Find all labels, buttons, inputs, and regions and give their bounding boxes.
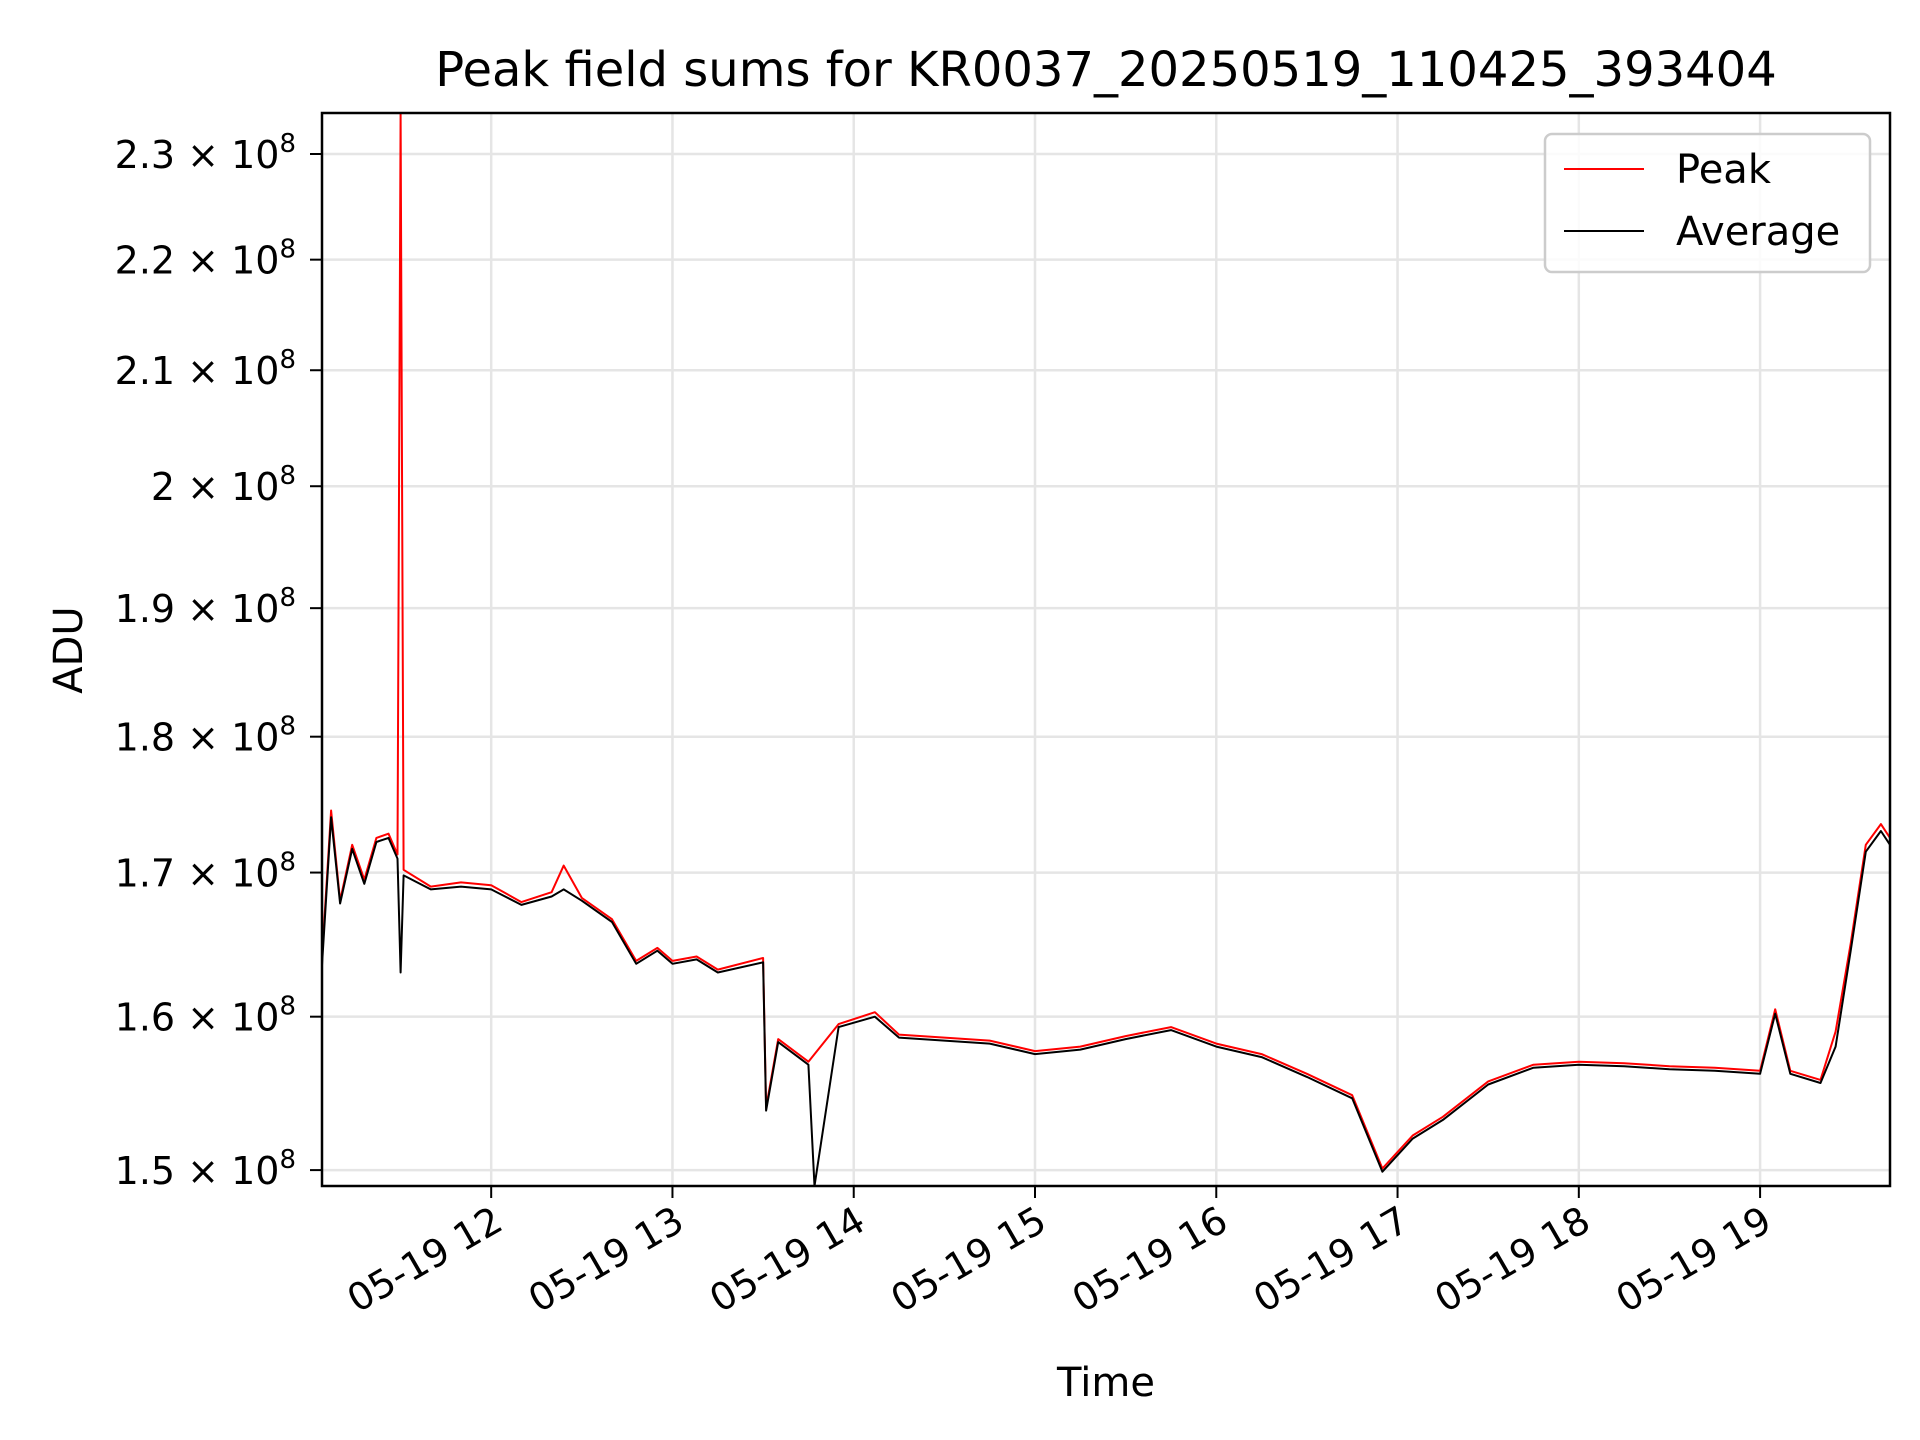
y-axis-ticks: 1.5 × 108 1.6 × 108 1.7 × 108 1.8 × 108 1.9 …: [115, 129, 322, 1193]
legend-peak-label: Peak: [1676, 147, 1772, 193]
legend: Peak Average: [1543, 132, 1872, 274]
grid: [322, 113, 1890, 1186]
average-series-line: [322, 816, 1890, 1186]
y-axis-label: ADU: [46, 606, 92, 693]
y-tick-label: 2.2 × 108: [115, 235, 296, 283]
y-tick-label: 1.7 × 108: [115, 848, 296, 896]
y-tick-label: 1.6 × 108: [115, 992, 296, 1040]
y-tick-label: 1.9 × 108: [115, 583, 296, 631]
series-layer: [322, 113, 1890, 1186]
x-axis-label: Time: [1056, 1360, 1155, 1406]
plot-area: [322, 113, 1890, 1186]
peak-series-line: [322, 113, 1890, 1170]
y-tick-label: 2.1 × 108: [115, 345, 296, 393]
y-tick-label: 2.3 × 108: [115, 129, 296, 177]
y-tick-label: 1.5 × 108: [115, 1145, 296, 1193]
chart-title: Peak field sums for KR0037_20250519_1104…: [435, 42, 1777, 98]
y-tick-label: 2 × 108: [151, 461, 296, 509]
axes-frame: [320, 111, 1892, 1188]
y-tick-label: 1.8 × 108: [115, 712, 296, 760]
legend-average-label: Average: [1676, 209, 1840, 255]
